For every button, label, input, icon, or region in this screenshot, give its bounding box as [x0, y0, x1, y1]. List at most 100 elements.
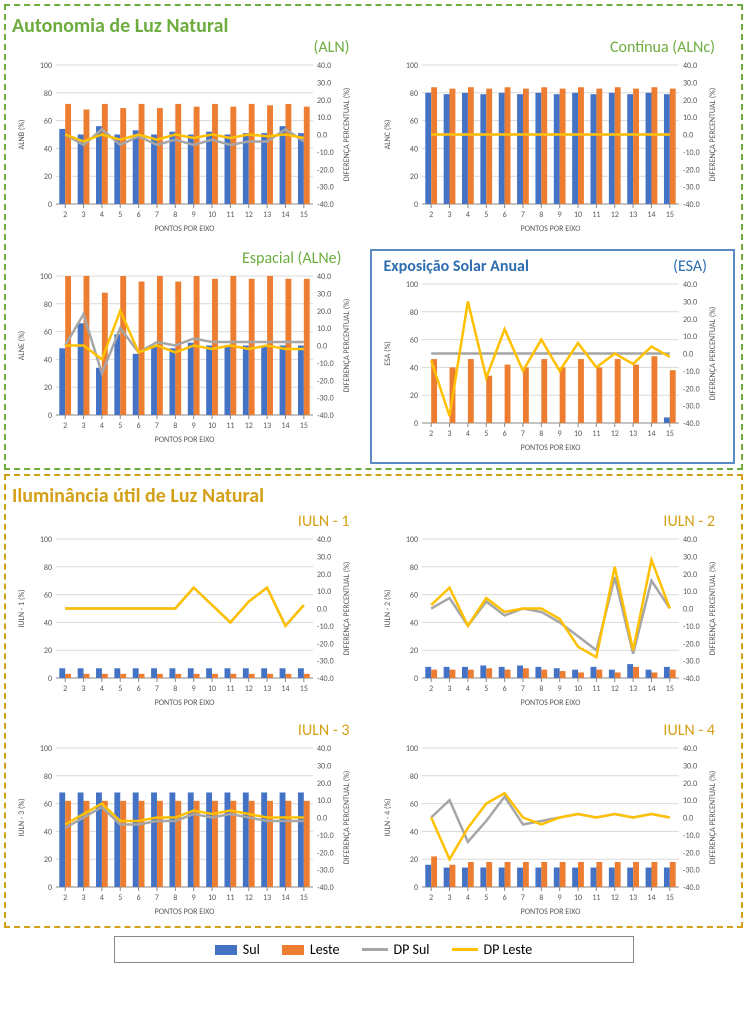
- svg-text:0.0: 0.0: [317, 814, 327, 824]
- svg-text:-10.0: -10.0: [683, 148, 700, 158]
- section-title-esa: Exposição Solar Anual: [384, 257, 529, 276]
- svg-text:30.0: 30.0: [317, 289, 331, 299]
- svg-text:-20.0: -20.0: [317, 639, 334, 649]
- svg-text:12: 12: [610, 893, 618, 903]
- svg-text:6: 6: [137, 893, 141, 903]
- svg-text:12: 12: [245, 210, 253, 220]
- svg-text:6: 6: [137, 421, 141, 431]
- legend-item: DP Sul: [362, 941, 430, 958]
- svg-text:14: 14: [281, 210, 289, 220]
- svg-text:80: 80: [409, 563, 417, 573]
- svg-text:30.0: 30.0: [683, 78, 697, 88]
- svg-text:-30.0: -30.0: [683, 866, 700, 876]
- section-title-iluminancia: Iluminância útil de Luz Natural: [12, 484, 264, 508]
- svg-text:11: 11: [226, 684, 234, 694]
- svg-text:-10.0: -10.0: [317, 622, 334, 632]
- chart-iuln1: 020406080100-40.0-30.0-20.0-10.00.010.02…: [12, 533, 357, 708]
- svg-text:20: 20: [44, 855, 52, 865]
- svg-text:4: 4: [100, 421, 104, 431]
- svg-text:2: 2: [63, 210, 67, 220]
- svg-text:3: 3: [82, 210, 86, 220]
- svg-text:0.0: 0.0: [683, 814, 693, 824]
- svg-text:9: 9: [192, 684, 196, 694]
- section-esa: Exposição Solar Anual (ESA) 020406080100…: [370, 249, 736, 464]
- svg-text:10: 10: [573, 893, 581, 903]
- svg-text:20: 20: [409, 855, 417, 865]
- svg-text:-40.0: -40.0: [317, 674, 334, 684]
- svg-text:100: 100: [40, 61, 52, 71]
- svg-text:2: 2: [63, 421, 67, 431]
- svg-text:10: 10: [208, 684, 216, 694]
- svg-text:PONTOS POR EIXO: PONTOS POR EIXO: [520, 443, 580, 453]
- chart-iuln2-cell: IULN - 2 020406080100-40.0-30.0-20.0-10.…: [378, 512, 736, 713]
- svg-text:20.0: 20.0: [317, 96, 331, 106]
- legend-label: DP Leste: [484, 941, 533, 958]
- svg-text:20.0: 20.0: [317, 307, 331, 317]
- svg-text:DIFERENÇA PERCENTUAL (%): DIFERENÇA PERCENTUAL (%): [342, 88, 352, 182]
- svg-text:5: 5: [118, 684, 122, 694]
- chart-iuln2: 020406080100-40.0-30.0-20.0-10.00.010.02…: [378, 533, 723, 708]
- svg-text:30.0: 30.0: [317, 761, 331, 771]
- svg-text:-20.0: -20.0: [683, 848, 700, 858]
- svg-text:3: 3: [447, 429, 451, 439]
- svg-text:DIFERENÇA PERCENTUAL (%): DIFERENÇA PERCENTUAL (%): [342, 771, 352, 865]
- svg-text:-10.0: -10.0: [683, 622, 700, 632]
- svg-text:80: 80: [44, 772, 52, 782]
- svg-text:8: 8: [173, 684, 177, 694]
- svg-text:-10.0: -10.0: [317, 359, 334, 369]
- svg-text:20: 20: [44, 383, 52, 393]
- svg-text:40: 40: [409, 144, 417, 154]
- svg-text:40.0: 40.0: [683, 744, 697, 754]
- svg-text:9: 9: [557, 684, 561, 694]
- svg-text:100: 100: [40, 744, 52, 754]
- svg-text:-20.0: -20.0: [317, 165, 334, 175]
- svg-text:9: 9: [557, 893, 561, 903]
- svg-text:40: 40: [409, 363, 417, 373]
- legend-swatch: [452, 948, 478, 951]
- svg-text:6: 6: [502, 893, 506, 903]
- legend-swatch: [362, 948, 388, 951]
- svg-text:100: 100: [40, 272, 52, 282]
- svg-text:40: 40: [409, 827, 417, 837]
- svg-text:30.0: 30.0: [317, 78, 331, 88]
- svg-text:0.0: 0.0: [317, 605, 327, 615]
- svg-text:2: 2: [63, 893, 67, 903]
- svg-text:-10.0: -10.0: [683, 367, 700, 377]
- svg-text:14: 14: [647, 684, 655, 694]
- svg-text:0: 0: [48, 883, 52, 893]
- svg-text:6: 6: [502, 429, 506, 439]
- svg-text:40.0: 40.0: [317, 744, 331, 754]
- svg-text:3: 3: [82, 893, 86, 903]
- svg-text:3: 3: [82, 684, 86, 694]
- svg-text:7: 7: [155, 210, 159, 220]
- chart-aln-cell: (ALN) 020406080100-40.0-30.0-20.0-10.00.…: [12, 38, 370, 239]
- svg-text:15: 15: [300, 421, 308, 431]
- svg-text:15: 15: [300, 210, 308, 220]
- svg-text:-10.0: -10.0: [317, 831, 334, 841]
- svg-text:20: 20: [409, 646, 417, 656]
- svg-text:IULN - 3 (%): IULN - 3 (%): [17, 798, 27, 836]
- chart-aln: 020406080100-40.0-30.0-20.0-10.00.010.02…: [12, 59, 357, 234]
- svg-text:13: 13: [263, 893, 271, 903]
- svg-text:6: 6: [502, 684, 506, 694]
- svg-text:13: 13: [629, 684, 637, 694]
- svg-text:20.0: 20.0: [683, 779, 697, 789]
- legend-swatch: [282, 945, 304, 955]
- svg-text:60: 60: [409, 117, 417, 127]
- svg-text:0: 0: [413, 674, 417, 684]
- svg-text:13: 13: [263, 684, 271, 694]
- svg-text:PONTOS POR EIXO: PONTOS POR EIXO: [155, 435, 215, 445]
- svg-text:-40.0: -40.0: [317, 411, 334, 421]
- svg-text:-30.0: -30.0: [317, 657, 334, 667]
- svg-text:10.0: 10.0: [317, 587, 331, 597]
- svg-text:80: 80: [409, 308, 417, 318]
- svg-text:30.0: 30.0: [683, 297, 697, 307]
- svg-text:60: 60: [409, 800, 417, 810]
- svg-text:0.0: 0.0: [683, 131, 693, 141]
- svg-text:5: 5: [118, 893, 122, 903]
- svg-text:80: 80: [409, 772, 417, 782]
- svg-text:3: 3: [447, 684, 451, 694]
- svg-text:6: 6: [137, 210, 141, 220]
- svg-text:10: 10: [208, 421, 216, 431]
- svg-text:-40.0: -40.0: [683, 419, 700, 429]
